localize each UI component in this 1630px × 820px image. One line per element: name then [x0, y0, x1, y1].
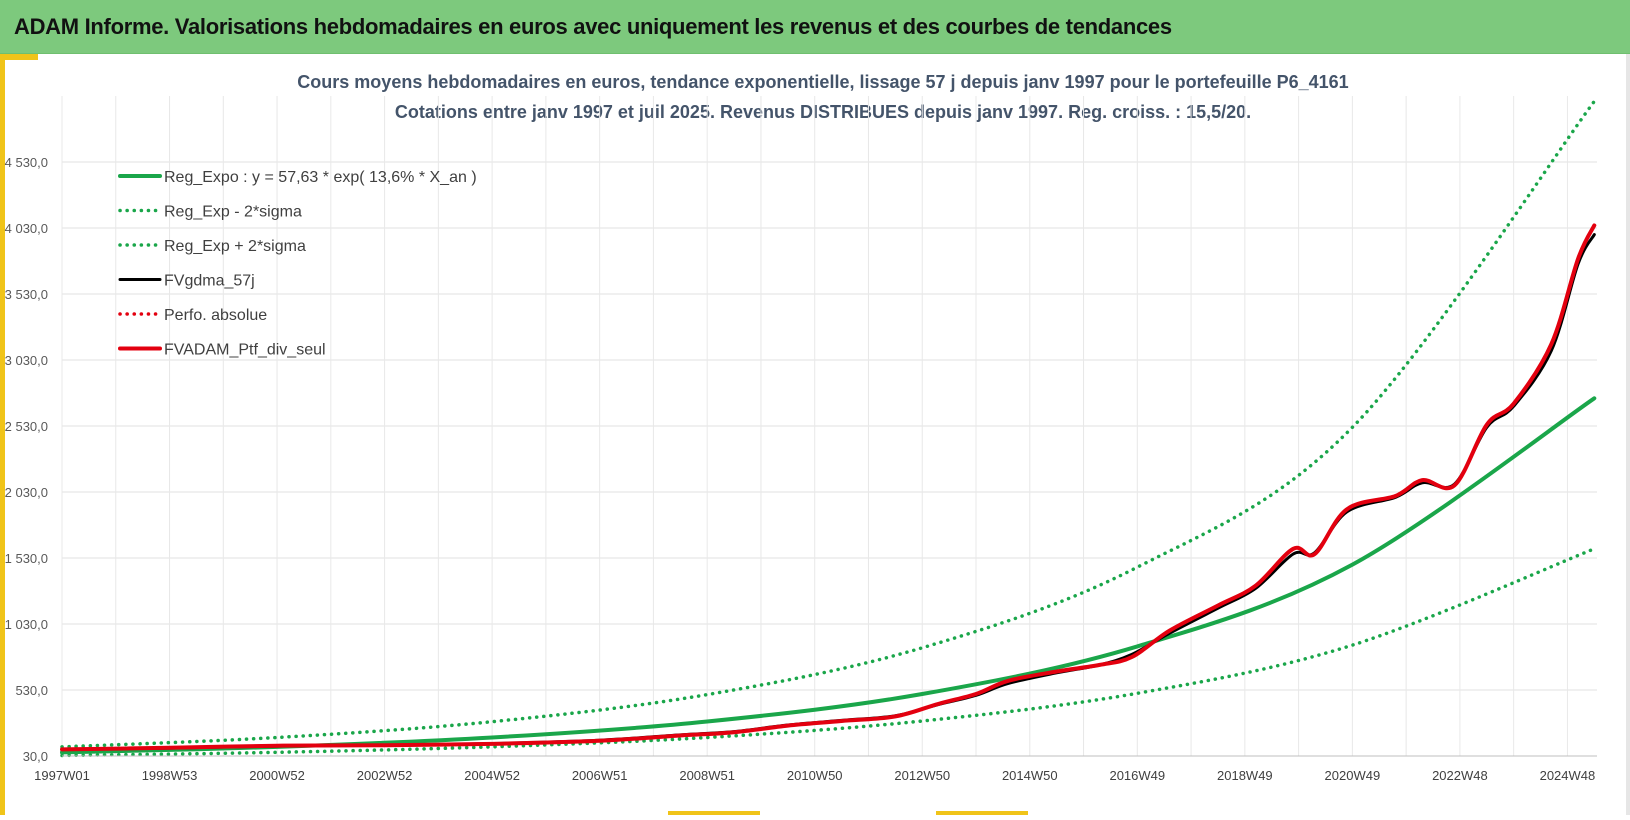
chart-title: Cours moyens hebdomadaires en euros, ten…: [297, 72, 1348, 92]
header-bar: ADAM Informe. Valorisations hebdomadaire…: [0, 0, 1630, 54]
chart-grid: [61, 96, 1597, 757]
chart-legend: Reg_Expo : y = 57,63 * exp( 13,6% * X_an…: [118, 169, 477, 359]
x-tick-label: 2020W49: [1325, 768, 1381, 783]
legend-label: FVgdma_57j: [164, 273, 255, 290]
accent-bar-bottom-2: [936, 811, 1028, 815]
series-line-5: [60, 223, 1597, 752]
accent-bar-top-left: [0, 54, 38, 60]
chart-subtitle: Cotations entre janv 1997 et juil 2025. …: [395, 102, 1251, 122]
accent-bar-bottom-1: [668, 811, 760, 815]
line-chart: Cours moyens hebdomadaires en euros, ten…: [5, 72, 1597, 783]
legend-label: Perfo. absolue: [164, 307, 267, 324]
x-tick-label: 2012W50: [894, 768, 950, 783]
legend-label: Reg_Expo : y = 57,63 * exp( 13,6% * X_an…: [164, 169, 477, 186]
y-tick-label: 3 030,0: [5, 353, 48, 368]
x-tick-label: 2022W48: [1432, 768, 1488, 783]
x-tick-label: 2018W49: [1217, 768, 1273, 783]
chart-container: Cours moyens hebdomadaires en euros, ten…: [0, 54, 1630, 815]
accent-bar-left: [0, 54, 5, 815]
page-title: ADAM Informe. Valorisations hebdomadaire…: [14, 13, 1172, 39]
y-tick-label: 1 030,0: [5, 617, 48, 632]
chart-axes: 30,0 530,0 1 030,0 1 530,0 2 030,0 2 530,0 3 0…: [5, 155, 1597, 783]
y-tick-label: 2 530,0: [5, 419, 48, 434]
x-tick-label: 2024W48: [1540, 768, 1596, 783]
y-tick-label: 530,0: [15, 683, 48, 698]
x-tick-label: 2010W50: [787, 768, 843, 783]
x-tick-label: 2002W52: [357, 768, 413, 783]
accent-bar-right: [1626, 54, 1630, 815]
y-tick-label: 1 530,0: [5, 551, 48, 566]
series-line-1: [60, 547, 1597, 758]
series-line-0: [60, 396, 1597, 755]
x-tick-label: 2008W51: [679, 768, 735, 783]
x-tick-label: 2014W50: [1002, 768, 1058, 783]
y-tick-label: 4 530,0: [5, 155, 48, 170]
x-tick-label: 2000W52: [249, 768, 305, 783]
chart-series: [60, 99, 1597, 758]
y-tick-label: 30,0: [23, 749, 48, 764]
legend-label: FVADAM_Ptf_div_seul: [164, 342, 326, 359]
x-tick-label: 2016W49: [1109, 768, 1165, 783]
x-tick-label: 1998W53: [142, 768, 198, 783]
x-tick-label: 1997W01: [34, 768, 90, 783]
series-line-2: [60, 99, 1597, 749]
y-tick-label: 2 030,0: [5, 485, 48, 500]
x-tick-label: 2006W51: [572, 768, 628, 783]
x-tick-label: 2004W52: [464, 768, 520, 783]
y-tick-label: 3 530,0: [5, 287, 48, 302]
y-tick-label: 4 030,0: [5, 221, 48, 236]
legend-label: Reg_Exp + 2*sigma: [164, 238, 306, 255]
legend-label: Reg_Exp - 2*sigma: [164, 204, 302, 221]
